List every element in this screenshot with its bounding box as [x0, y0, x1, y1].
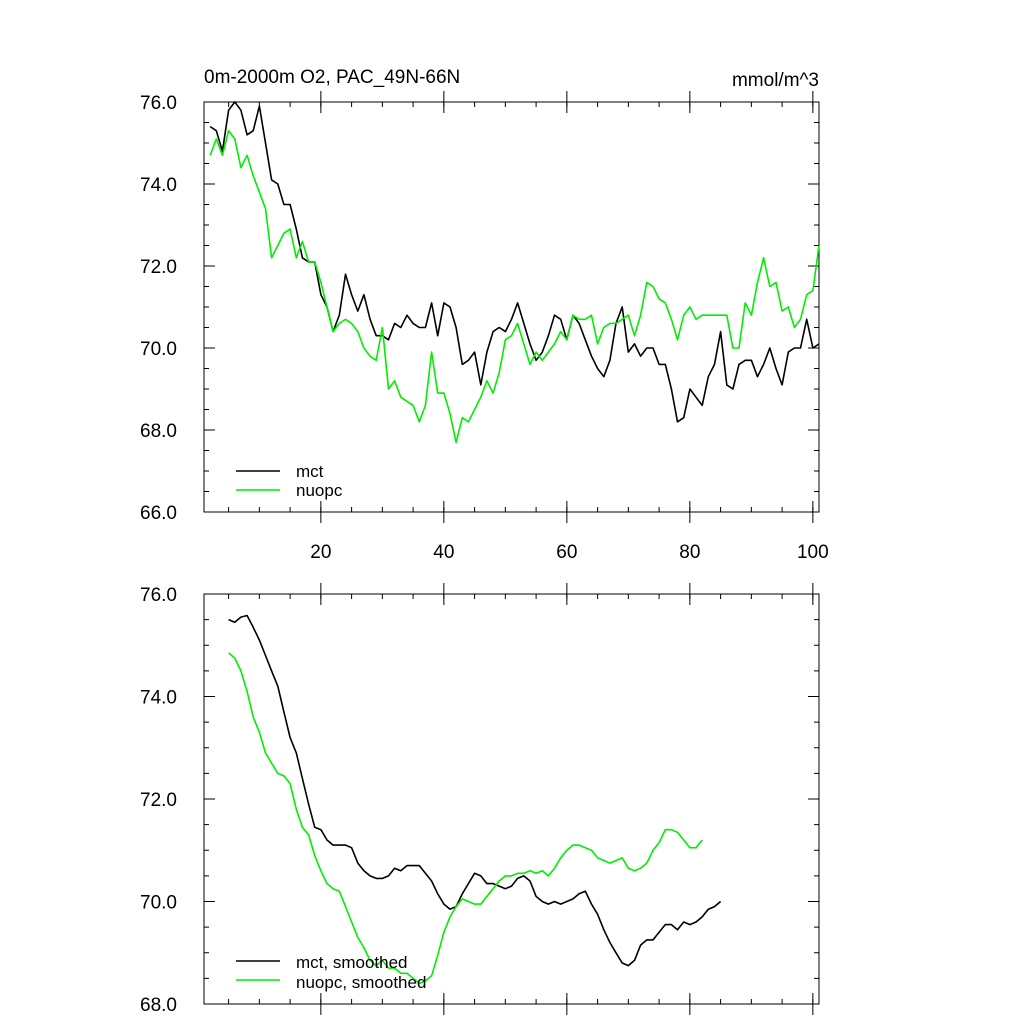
y-tick-label: 76.0 [140, 585, 177, 606]
y-tick-label: 72.0 [140, 257, 177, 278]
units-label: mmol/m^3 [732, 70, 819, 91]
x-tick-label: 100 [797, 542, 829, 563]
legend-label-nuopc: nuopc [296, 481, 343, 500]
chart-title: 0m-2000m O2, PAC_49N-66N [204, 67, 460, 88]
y-tick-label: 74.0 [140, 688, 177, 709]
y-tick-label: 68.0 [140, 421, 177, 442]
x-tick-label: 80 [679, 542, 700, 563]
axes-top: 66.0 68.0 70.0 72.0 74.0 76.0 20 40 60 80 100 [140, 91, 829, 563]
y-tick-label: 70.0 [140, 893, 177, 914]
axes-bottom: 68.0 70.0 72.0 74.0 76.0 [140, 583, 819, 1016]
panel-top: 0m-2000m O2, PAC_49N-66N mmol/m^3 66.0 68… [140, 67, 829, 563]
legend-label-nuopc-smoothed: nuopc, smoothed [296, 973, 426, 992]
series-line-mct-smoothed [228, 614, 722, 967]
series-line-nuopc-smoothed [228, 652, 703, 985]
y-tick-label: 72.0 [140, 790, 177, 811]
legend-top: mct nuopc [236, 462, 343, 500]
x-tick-label: 60 [556, 542, 577, 563]
x-tick-label: 40 [433, 542, 454, 563]
series-line-nuopc [209, 129, 820, 444]
y-tick-label: 68.0 [140, 995, 177, 1016]
y-tick-label: 74.0 [140, 175, 177, 196]
legend-bottom: mct, smoothed nuopc, smoothed [236, 953, 426, 992]
panel-bottom: 68.0 70.0 72.0 74.0 76.0 mct, smoothed nuopc… [140, 583, 820, 1016]
legend-label-mct: mct [296, 462, 324, 481]
y-tick-label: 66.0 [140, 503, 177, 524]
y-tick-label: 70.0 [140, 339, 177, 360]
legend-label-mct-smoothed: mct, smoothed [296, 953, 408, 972]
y-tick-label: 76.0 [140, 93, 177, 114]
x-tick-label: 20 [310, 542, 331, 563]
series-lines-top [209, 101, 820, 444]
series-lines-bottom [228, 614, 722, 985]
